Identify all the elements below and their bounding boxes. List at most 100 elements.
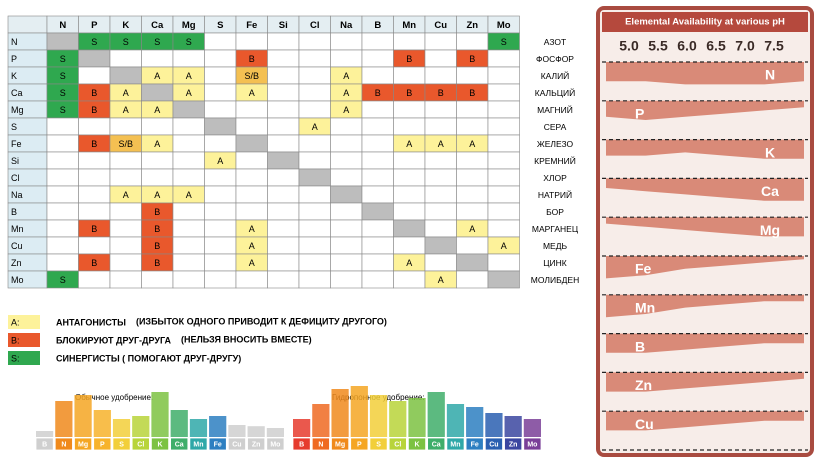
matrix-cell [487,117,520,136]
cell-code: S [91,37,97,47]
matrix-cell [204,270,237,289]
matrix-cell [361,253,394,272]
row-symbol: S [11,122,17,132]
matrix-cell [298,83,331,102]
matrix-cell [330,185,363,204]
matrix-cell [235,117,268,136]
row-name: НАТРИЙ [538,189,572,200]
label-box [93,437,112,451]
column-header: Na [340,20,353,31]
matrix-cell [204,83,237,102]
matrix-cell [46,168,79,187]
matrix-cell [46,151,79,170]
column-header: N [59,20,66,31]
bar [36,431,54,437]
cell-code: A [249,224,255,234]
label-box [54,437,73,451]
matrix-cell [267,185,300,204]
cell-code: B [469,54,475,64]
matrix-cell [456,32,489,51]
bar-label: Zn [252,441,261,448]
bar [74,395,92,437]
cell-code: B [91,105,97,115]
matrix-cell [487,253,520,272]
label-box [523,437,542,451]
label-box [484,437,503,451]
matrix-cell [204,219,237,238]
matrix-cell [78,270,111,289]
legend-title: АНТАГОНИСТЫ [56,317,126,327]
cell-code: A [501,241,507,251]
legend-swatch [8,333,40,347]
bar-label: B [299,441,304,448]
availability-band [606,217,804,237]
legend-title: БЛОКИРУЮТ ДРУГ-ДРУГА [56,335,171,345]
matrix-cell [46,134,79,153]
cell-code: S [60,88,66,98]
band-label: Ca [761,183,779,199]
legend-title: СИНЕРГИСТЫ ( ПОМОГАЮТ ДРУГ-ДРУГУ) [56,353,241,363]
bar-label: S [119,441,124,448]
bar-label: P [100,441,105,448]
bar-label: Ca [175,441,184,448]
matrix-cell [204,253,237,272]
cell-code: A [469,139,475,149]
matrix-cell [456,202,489,221]
matrix-cell [487,202,520,221]
row-symbol: Si [11,156,19,166]
matrix-cell [172,100,205,119]
matrix-cell [298,151,331,170]
band-label: N [765,67,775,83]
label-box [170,437,189,451]
cell-code: A [123,190,129,200]
row-name: МАГНИЙ [537,104,573,115]
ph-label: 7.5 [764,38,784,54]
cell-code: A [186,71,192,81]
cell-code: B [91,88,97,98]
matrix-cell [424,117,457,136]
column-header: Cu [434,20,447,31]
legend-key: S: [11,353,20,363]
matrix-cell [487,219,520,238]
matrix-cell [393,66,426,85]
cell-code: B [469,88,475,98]
column-header: Cl [310,20,320,31]
matrix-cell [456,270,489,289]
cell-code: S/B [244,71,259,81]
cell-code: S [186,37,192,47]
cell-code: S [60,71,66,81]
matrix-cell [204,32,237,51]
ph-title-bar [602,12,808,32]
label-box [369,437,388,451]
matrix-cell [46,32,79,51]
matrix-cell [204,202,237,221]
row-name: ЖЕЛЕЗО [537,139,574,149]
band-label: Mg [760,222,780,238]
column-header: Fe [246,20,257,31]
bar-label: Mn [450,441,460,448]
bar [331,389,349,437]
bar [427,392,445,437]
availability-band [606,411,804,431]
cell-code: A [469,224,475,234]
matrix-cell [235,100,268,119]
row-symbol: Cl [11,173,20,183]
matrix-cell [298,219,331,238]
label-box [446,437,465,451]
column-header: Zn [466,20,478,31]
label-box [208,437,227,451]
label-box [350,437,369,451]
matrix-cell [78,236,111,255]
bar-label: Cl [394,441,401,448]
column-header: Ca [151,20,164,31]
bar-label: K [157,441,162,448]
band-label: Zn [635,377,652,393]
matrix-cell [204,134,237,153]
cell-code: B [438,88,444,98]
row-symbol: Na [11,190,23,200]
chart-title: Обычное удобрение: [75,393,153,402]
row-symbol: Cu [11,241,23,251]
matrix-cell [46,185,79,204]
matrix-cell [456,253,489,272]
